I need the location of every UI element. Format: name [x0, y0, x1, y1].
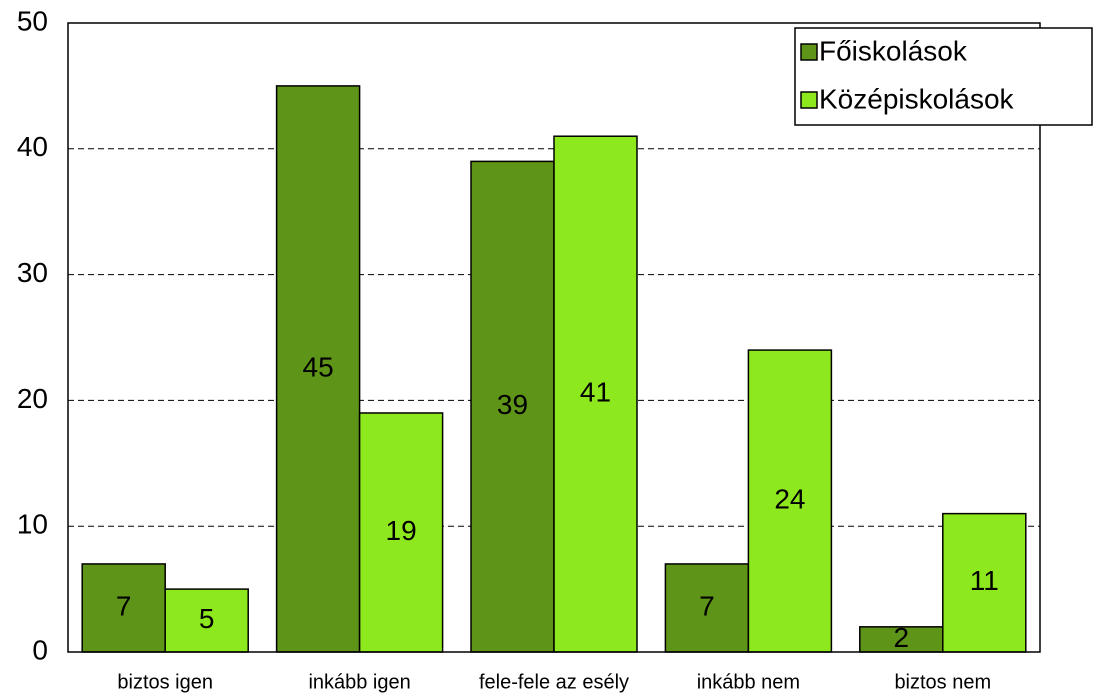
x-tick-label: biztos nem — [894, 671, 991, 693]
bar — [275, 85, 361, 653]
bar — [553, 135, 638, 653]
y-tick-label: 40 — [17, 131, 48, 162]
legend-box — [794, 27, 1093, 126]
data-label: 7 — [116, 590, 132, 621]
bar — [942, 512, 1027, 653]
data-label: 11 — [970, 565, 999, 596]
data-label: 39 — [497, 389, 528, 420]
data-label: 5 — [199, 603, 215, 634]
bar — [358, 412, 444, 653]
x-tick-label: fele-fele az esély — [479, 671, 629, 693]
legend-swatch — [800, 43, 818, 61]
data-label: 7 — [699, 590, 715, 621]
bar — [81, 563, 166, 653]
y-tick-label: 30 — [17, 257, 48, 288]
data-label: 2 — [894, 622, 910, 653]
data-label: 41 — [580, 377, 611, 408]
data-label: 19 — [386, 515, 417, 546]
y-tick-label: 50 — [17, 5, 48, 36]
y-tick-label: 10 — [17, 509, 48, 540]
bar — [470, 160, 555, 653]
y-tick-label: 0 — [32, 634, 48, 665]
plot-border — [67, 22, 1041, 653]
data-label: 45 — [303, 351, 334, 382]
x-tick-label: biztos igen — [117, 671, 213, 693]
x-tick-label: inkább nem — [697, 671, 800, 693]
y-tick-label: 20 — [17, 383, 48, 414]
bar — [747, 349, 833, 653]
x-tick-label: inkább igen — [308, 671, 410, 693]
legend-label: Középiskolások — [819, 83, 1015, 114]
legend-swatch — [800, 91, 818, 109]
legend-label: Főiskolások — [819, 35, 968, 66]
data-label: 24 — [774, 483, 805, 514]
